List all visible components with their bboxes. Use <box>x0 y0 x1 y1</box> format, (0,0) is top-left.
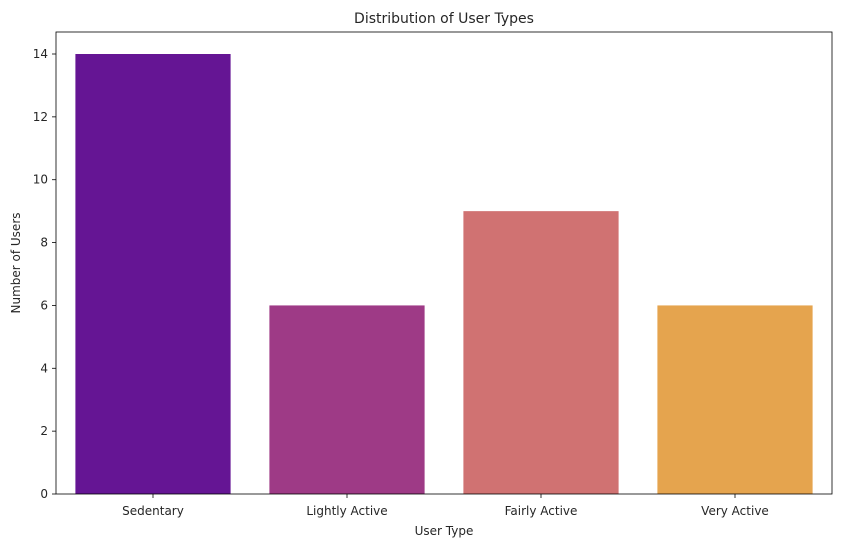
bar-sedentary <box>75 54 231 494</box>
y-tick-label: 6 <box>40 298 48 312</box>
x-tick-label: Sedentary <box>122 504 184 518</box>
y-tick-label: 14 <box>33 47 48 61</box>
y-tick-label: 2 <box>40 424 48 438</box>
chart-title: Distribution of User Types <box>354 11 534 27</box>
x-axis-label: User Type <box>415 524 474 538</box>
x-tick-label: Lightly Active <box>306 504 387 518</box>
y-tick-label: 8 <box>40 236 48 250</box>
plot-frame <box>55 31 833 495</box>
bar-fairly-active <box>463 211 619 494</box>
y-tick-label: 10 <box>33 173 48 187</box>
bar-lightly-active <box>269 305 425 494</box>
y-tick-label: 12 <box>33 110 48 124</box>
x-axis: Sedentary Lightly Active Fairly Active Very… <box>122 494 769 518</box>
y-axis-label: Number of Users <box>9 212 23 313</box>
y-axis: 0 2 4 6 8 10 12 14 <box>33 47 56 501</box>
y-tick-label: 0 <box>40 487 48 501</box>
bar-very-active <box>657 305 813 494</box>
x-tick-label: Very Active <box>701 504 769 518</box>
x-tick-label: Fairly Active <box>505 504 578 518</box>
y-tick-label: 4 <box>40 361 48 375</box>
bars-group <box>75 54 813 494</box>
